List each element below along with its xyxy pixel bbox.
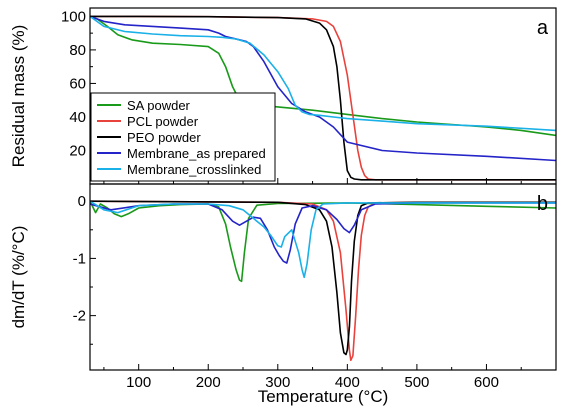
series-lines [90,200,556,362]
x-tick-label: 200 [196,374,221,391]
x-tick-label: 600 [474,374,499,391]
series-line-peo-powder [90,15,556,181]
panel-letter: b [537,193,548,215]
legend-box [90,92,276,182]
y-tick-label: 80 [69,42,86,59]
series-line-sa-powder [90,200,556,283]
x-tick-label: 300 [265,374,290,391]
legend-entry: SA powder [127,98,191,113]
plot-frame [89,183,557,371]
series-line-peo-powder [90,200,556,356]
series-line-membrane-as-prepared [90,202,556,264]
y-tick-label: 20 [69,142,86,159]
panel-a: 20 40 60 80 100 a Residual mass (%) [9,7,557,185]
y-tick-label: 60 [69,75,86,92]
y-axis-title: dm/dT (%/°C) [9,226,28,329]
panel-letter: a [537,17,549,39]
panel-b: 100 200 300 400 500 600 0 -1 -2 b dm/dT (%/°C) Temp… [9,183,557,406]
series-lines [90,15,556,181]
x-tick-label: 100 [126,374,151,391]
legend-entry: PCL powder [127,114,199,129]
y-tick-label: -2 [73,308,86,325]
x-axis-title: Temperature (°C) [258,387,389,406]
y-tick-label: 40 [69,109,86,126]
x-tick-label: 400 [335,374,360,391]
series-line-pcl-powder [90,200,556,362]
y-tick-label: 100 [61,8,86,25]
series-line-membrane-crosslinked [90,200,556,279]
x-tick-label: 500 [404,374,429,391]
y-tick-label: -1 [73,250,86,267]
legend-entry: Membrane_as prepared [127,146,266,161]
legend-entry: PEO powder [127,130,201,145]
legend-entry: Membrane_crosslinked [127,162,261,177]
series-line-membrane-crosslinked [90,15,556,132]
y-tick-label: 0 [78,193,86,210]
y-axis-title: Residual mass (%) [9,25,28,168]
